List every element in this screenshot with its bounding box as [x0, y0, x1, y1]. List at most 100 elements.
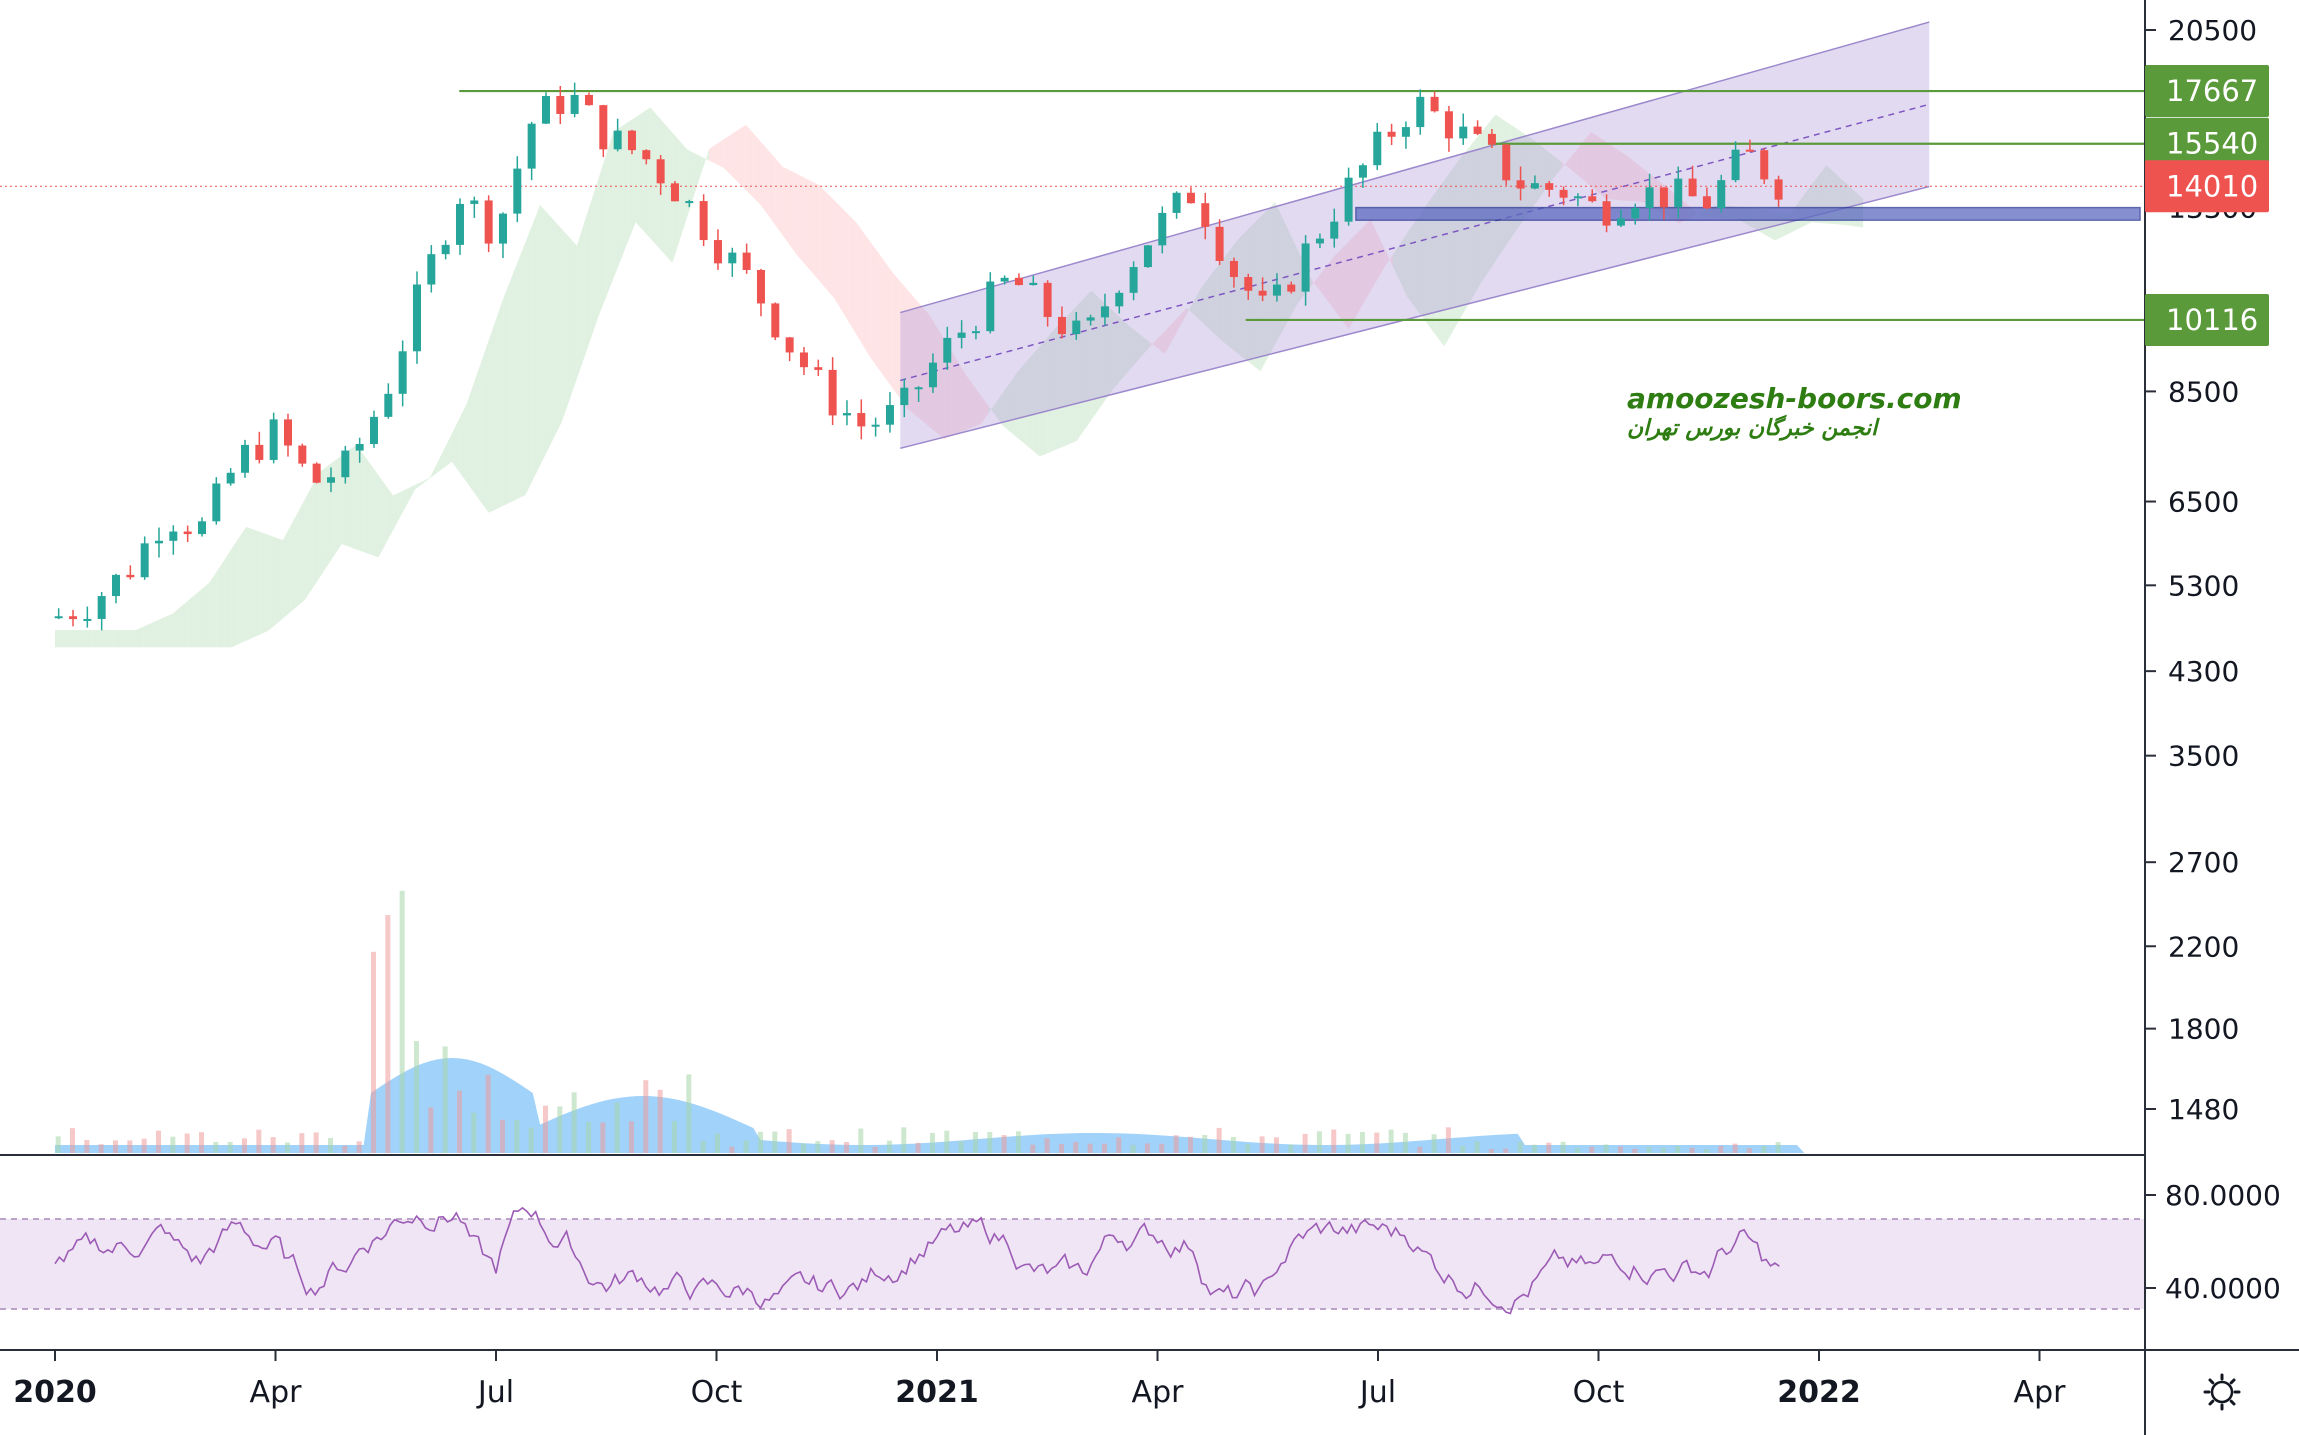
- candle-body: [1659, 187, 1668, 208]
- rsi-axis[interactable]: 80.0000 40.0000: [2145, 1179, 2281, 1305]
- candle-body: [570, 94, 579, 114]
- cloud-segment: [665, 124, 673, 263]
- channel-median-line[interactable]: [900, 103, 1930, 382]
- regression-channel[interactable]: [900, 21, 1930, 450]
- channel-upper-line[interactable]: [900, 21, 1930, 314]
- gear-icon[interactable]: [2203, 1373, 2241, 1411]
- volume-bar: [342, 1145, 348, 1153]
- volume-bar: [113, 1140, 119, 1153]
- volume-bar: [958, 1141, 964, 1153]
- cloud-segment: [1208, 267, 1217, 336]
- cloud-segment: [914, 298, 923, 421]
- support-zone-rect[interactable]: [1355, 206, 2141, 221]
- cloud-segment: [1047, 329, 1055, 454]
- cloud-segment: [591, 177, 599, 337]
- volume-bar: [84, 1139, 90, 1153]
- cloud-segment: [1260, 209, 1268, 372]
- candle-body: [1473, 126, 1482, 134]
- cloud-segment: [187, 595, 195, 648]
- cloud-segment: [150, 620, 158, 648]
- volume-bar: [514, 1119, 520, 1153]
- volume-bar: [428, 1107, 434, 1153]
- volume-bar: [1417, 1146, 1423, 1153]
- channel-lower-line[interactable]: [900, 185, 1930, 450]
- volume-bar: [55, 1136, 61, 1153]
- candle-body: [556, 96, 565, 114]
- support-zone[interactable]: [1355, 206, 2141, 221]
- cloud-segment: [547, 213, 555, 451]
- cloud-segment: [584, 199, 592, 358]
- volume-bar: [1431, 1134, 1437, 1153]
- candle-body: [1387, 131, 1396, 137]
- rsi-band: [0, 1219, 2145, 1309]
- time-tick-label: Oct: [691, 1375, 743, 1410]
- cloud-segment: [518, 242, 526, 499]
- cloud-segment: [1238, 231, 1246, 360]
- cloud-segment: [966, 375, 974, 430]
- cloud-segment: [1039, 337, 1048, 457]
- candle-body: [971, 331, 980, 334]
- cloud-segment: [1164, 323, 1173, 354]
- volume-bar: [1101, 1143, 1107, 1153]
- cloud-segment: [1370, 219, 1378, 292]
- volume-bar: [170, 1136, 176, 1153]
- cloud-segment: [988, 402, 996, 416]
- cloud-segment: [106, 630, 114, 648]
- candle-body: [1645, 187, 1654, 208]
- volume-bar: [385, 915, 391, 1153]
- volume-bar: [1603, 1144, 1609, 1153]
- cloud-segment: [1311, 275, 1320, 290]
- volume-bar: [944, 1130, 950, 1153]
- cloud-segment: [1414, 210, 1423, 317]
- volume-bar: [1216, 1127, 1222, 1153]
- time-tick-label: Jul: [1358, 1375, 1396, 1410]
- volume-bar: [241, 1138, 247, 1153]
- candle-body: [1530, 183, 1539, 189]
- cloud-segment: [224, 549, 232, 648]
- time-axis[interactable]: 2020 Apr Jul Oct 2021 Apr Jul Oct 2022 Apr: [13, 1350, 2066, 1410]
- cloud-segment: [1554, 156, 1562, 178]
- cloud-segment: [444, 433, 452, 468]
- candle-body: [1043, 282, 1052, 317]
- cloud-segment: [473, 361, 482, 503]
- volume-bar: [284, 1142, 290, 1153]
- cloud-segment: [143, 623, 151, 648]
- candle-body: [1631, 207, 1640, 219]
- candle-body: [1201, 203, 1210, 227]
- candle-body: [1401, 127, 1410, 137]
- price-tag-label: 15540: [2166, 127, 2258, 161]
- candle-body: [1115, 292, 1124, 307]
- candle-body: [842, 413, 851, 416]
- candle-body: [928, 362, 937, 388]
- cloud-segment: [834, 200, 842, 311]
- candle-body: [326, 477, 335, 483]
- candle-body: [470, 200, 479, 204]
- cloud-segment: [253, 529, 261, 638]
- volume-bar: [399, 890, 405, 1153]
- volume-bar: [471, 1112, 477, 1153]
- candle-body: [1573, 196, 1582, 199]
- cloud-segment: [407, 484, 416, 503]
- candle-body: [914, 387, 923, 390]
- volume-bar: [1775, 1142, 1781, 1153]
- cloud-segment: [349, 444, 357, 550]
- volume-bar: [1560, 1141, 1566, 1153]
- cloud-segment: [981, 395, 989, 424]
- volume-bar: [528, 1127, 534, 1153]
- candle-body: [1602, 201, 1611, 226]
- cloud-segment: [613, 126, 621, 279]
- candle-body: [799, 352, 808, 368]
- candle-body: [685, 201, 694, 204]
- volume-bar: [1144, 1143, 1150, 1153]
- cloud-segment: [415, 481, 423, 490]
- volume-bar: [156, 1130, 162, 1153]
- volume-bar: [1517, 1141, 1523, 1153]
- horizontal-levels[interactable]: [0, 89, 2145, 322]
- cloud-segment: [1400, 232, 1408, 298]
- cloud-segment: [782, 166, 790, 246]
- candle-body: [226, 472, 235, 484]
- cloud-segment: [84, 630, 92, 648]
- cloud-segment: [304, 485, 313, 600]
- volume-bar: [815, 1141, 821, 1153]
